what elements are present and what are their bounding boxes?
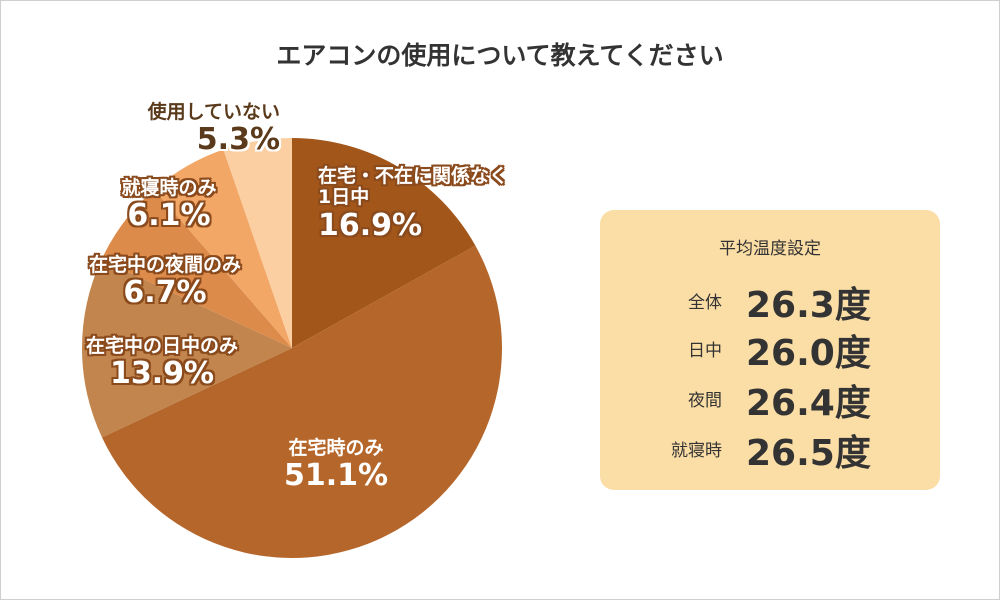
pie-slice-allday [292,138,476,348]
slice-label-not-used-percent: 5.3% [196,122,280,158]
slice-label-allday-percent: 16.9% [318,207,423,243]
pie-slice-daytime [81,259,292,438]
slice-label-sleep: 就寝時のみ 6.1% [94,177,244,234]
slice-label-home-only-percent: 51.1% [283,458,389,494]
pie-slice-night [101,189,292,348]
slice-label-night: 在宅中の夜間のみ 6.7% [60,254,270,311]
slice-label-sleep-percent: 6.1% [127,198,211,234]
temperature-row-overall-value: 26.3度 [746,285,871,326]
slice-label-sleep-category: 就寝時のみ [121,177,217,199]
slice-label-daytime-category: 在宅中の日中のみ [85,335,238,357]
slice-label-daytime: 在宅中の日中のみ 13.9% [62,335,262,392]
slice-label-night-percent: 6.7% [123,275,207,311]
panel-title: 平均温度設定 [719,239,821,259]
slice-label-home-only-category: 在宅時のみ [288,437,384,459]
temperature-row-sleep-label: 就寝時 [671,441,722,461]
temperature-row-sleep-value: 26.5度 [746,433,871,474]
temperature-row-night-value: 26.4度 [746,383,871,424]
temperature-row-night: 夜間 26.4度 [600,374,940,424]
temperature-row-sleep: 就寝時 26.5度 [600,424,940,474]
slice-label-allday-category2: 1日中 [318,186,370,209]
temperature-row-daytime: 日中 26.0度 [600,324,940,374]
slice-label-daytime-percent: 13.9% [109,356,215,392]
temperature-row-overall-label: 全体 [688,293,722,313]
slice-label-not-used: 使用していない 5.3% [100,101,280,158]
temperature-row-daytime-value: 26.0度 [746,333,871,374]
slice-label-not-used-category: 使用していない [147,101,280,123]
pie-slice-not-used [223,138,292,348]
average-temperature-panel: 平均温度設定 全体 26.3度 日中 26.0度 夜間 26.4度 就寝時 26… [600,210,940,490]
slice-label-allday-category: 在宅・不在に関係なく [318,165,509,187]
pie-slice-home-only [101,245,502,559]
temperature-row-night-label: 夜間 [688,391,722,411]
chart-title: エアコンの使用について教えてください [276,41,724,70]
temperature-row-daytime-label: 日中 [688,341,722,361]
pie-slice-sleep [154,149,292,348]
temperature-row-overall: 全体 26.3度 [600,276,940,326]
slice-label-night-category: 在宅中の夜間のみ [88,254,241,276]
slice-label-home-only: 在宅時のみ 51.1% [256,437,416,494]
slice-label-allday: 在宅・不在に関係なく 1日中 16.9% [318,165,509,243]
